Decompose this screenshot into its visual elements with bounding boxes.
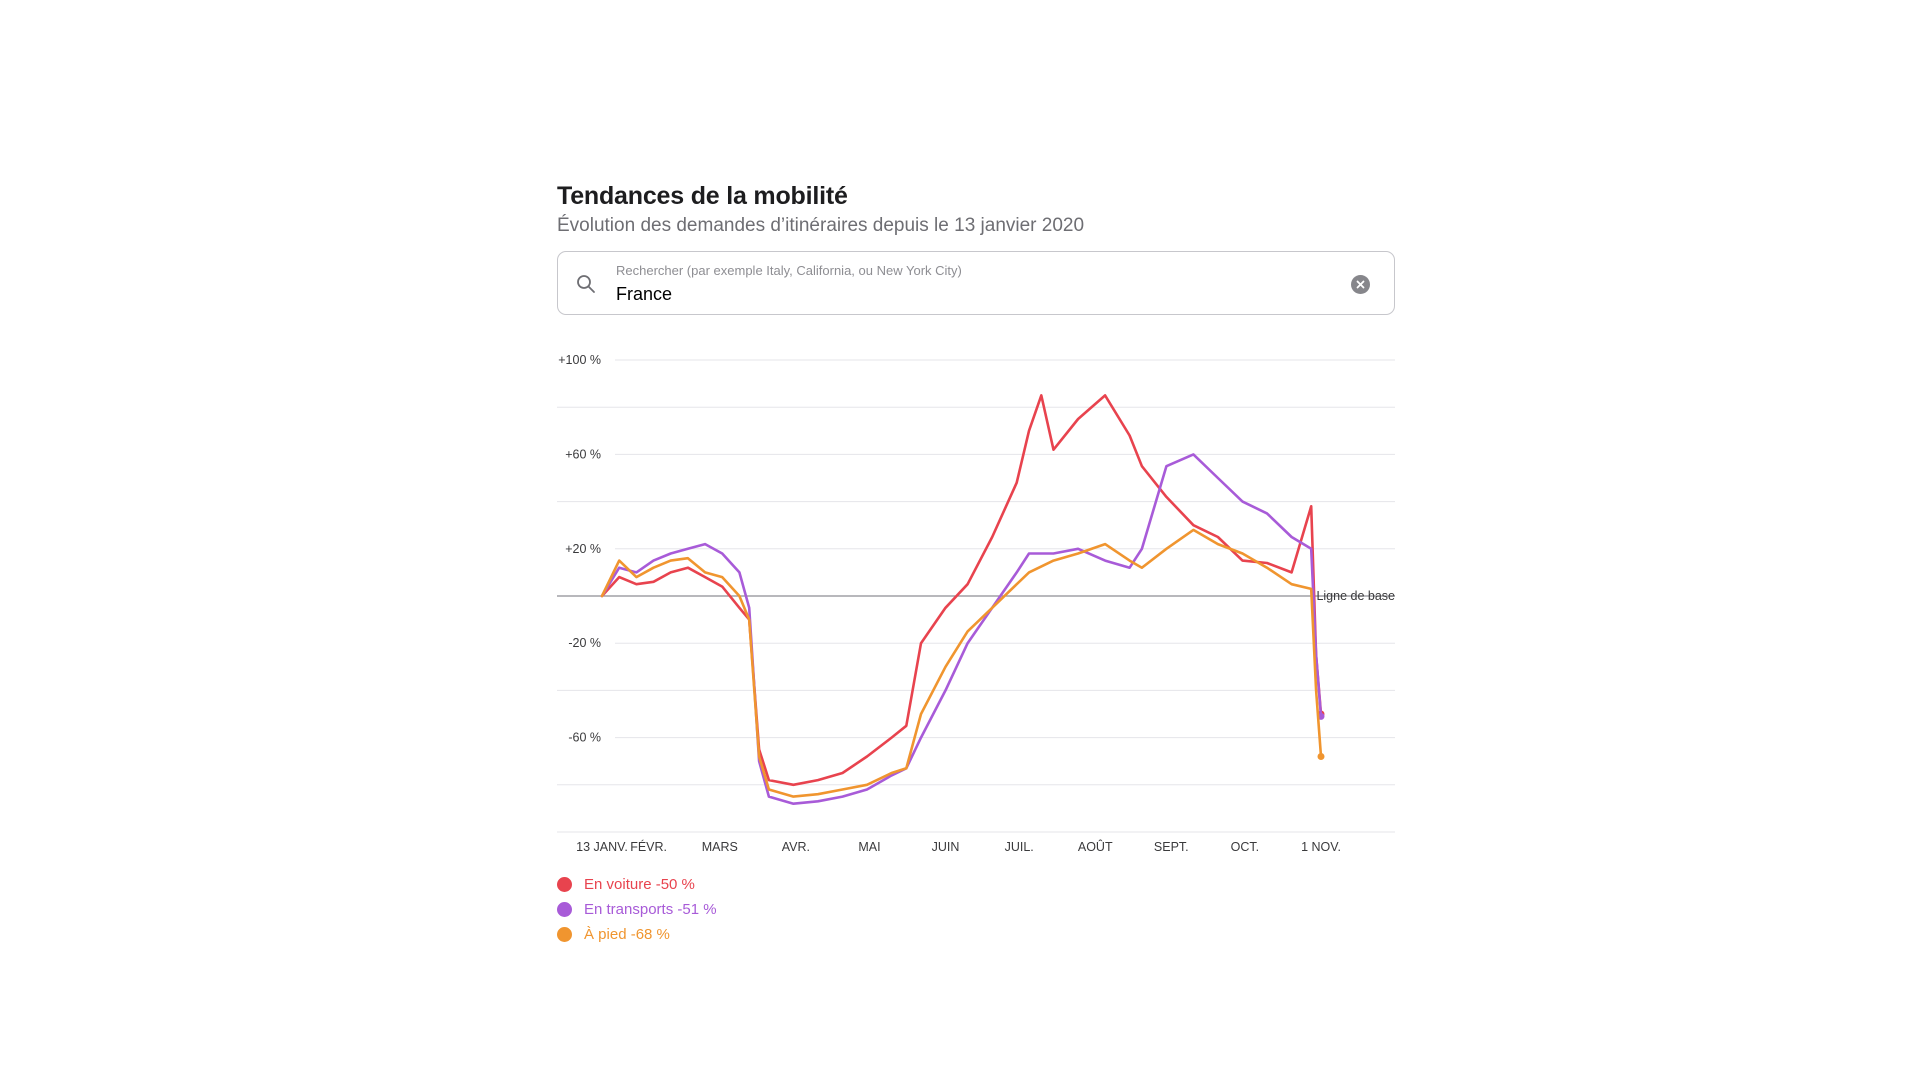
search-input[interactable]: France	[616, 284, 673, 304]
series-line-0	[600, 394, 1323, 787]
x-tick-label: FÉVR.	[630, 839, 667, 854]
y-tick-label: -20 %	[568, 636, 601, 650]
baseline-label: Ligne de base	[1316, 589, 1395, 603]
legend-dot	[557, 927, 572, 942]
legend-dot	[557, 902, 572, 917]
x-tick-label: AOÛT	[1078, 839, 1113, 854]
y-tick-label: +20 %	[565, 542, 601, 556]
mobility-panel: Tendances de la mobilité Évolution des d…	[557, 180, 1397, 315]
y-tick-label: +100 %	[558, 353, 601, 367]
mobility-chart: Ligne de base +100 % +60 % +20 % -20 % -60 % 1…	[557, 353, 1395, 854]
clear-icon	[1356, 280, 1365, 289]
x-tick-label: SEPT.	[1154, 840, 1189, 854]
search-placeholder: Rechercher (par exemple Italy, Californi…	[616, 263, 962, 278]
x-tick-label: JUIN	[932, 840, 960, 854]
legend-label: En transports -51 %	[584, 901, 717, 918]
search-icon	[576, 274, 596, 294]
page-title: Tendances de la mobilité	[557, 182, 848, 210]
clear-search-button[interactable]	[1351, 275, 1370, 294]
y-tick-label: +60 %	[565, 447, 601, 461]
y-tick-label: -60 %	[568, 731, 601, 745]
legend-item-transports[interactable]: En transports -51 %	[557, 897, 717, 922]
chart-legend: En voiture -50 % En transports -51 % À p…	[557, 872, 717, 947]
x-tick-label: AVR.	[782, 840, 810, 854]
x-tick-label: MAI	[858, 840, 880, 854]
series-line-1	[600, 453, 1323, 805]
legend-dot	[557, 877, 572, 892]
search-box[interactable]: Rechercher (par exemple Italy, Californi…	[557, 251, 1395, 315]
legend-item-voiture[interactable]: En voiture -50 %	[557, 872, 717, 897]
series-end-point-2	[1317, 752, 1325, 760]
x-tick-label: 13 JANV.	[576, 840, 628, 854]
x-tick-label: JUIL.	[1005, 840, 1034, 854]
series-line-2	[600, 528, 1323, 798]
page-subtitle: Évolution des demandes d’itinéraires dep…	[557, 215, 1085, 236]
x-tick-label: 1 NOV.	[1301, 840, 1341, 854]
x-tick-label: OCT.	[1231, 840, 1259, 854]
legend-label: En voiture -50 %	[584, 876, 695, 893]
legend-item-pied[interactable]: À pied -68 %	[557, 922, 717, 947]
legend-label: À pied -68 %	[584, 926, 670, 943]
x-tick-label: MARS	[702, 840, 738, 854]
